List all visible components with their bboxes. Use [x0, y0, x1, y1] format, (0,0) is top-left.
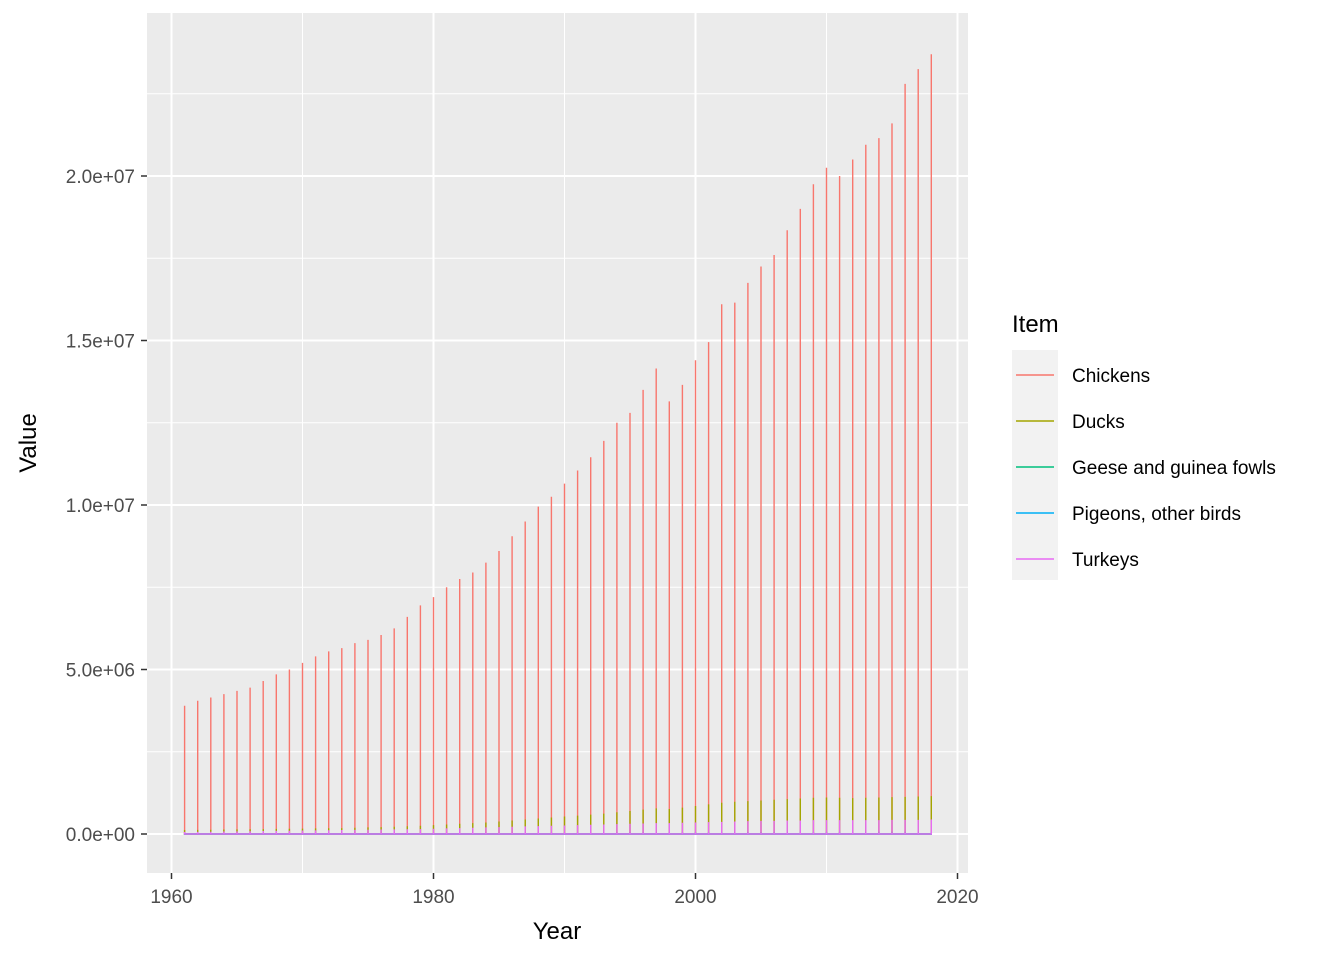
- x-axis-title: Year: [533, 918, 582, 945]
- y-tick-label: 5.0e+06: [66, 661, 135, 682]
- legend-label-pigeons-other-birds: Pigeons, other birds: [1072, 504, 1241, 525]
- legend-label-ducks: Ducks: [1072, 412, 1125, 433]
- legend-label-turkeys: Turkeys: [1072, 550, 1139, 571]
- x-tick-label: 1960: [150, 887, 192, 908]
- x-tick-label: 2000: [674, 887, 716, 908]
- y-tick-label: 2.0e+07: [66, 167, 135, 188]
- plot-panel: [147, 13, 968, 873]
- x-axis: 1960 1980 2000 2020: [150, 873, 979, 908]
- series-line-turkeys: [183, 819, 932, 835]
- y-axis: 0.0e+00 5.0e+06 1.0e+07 1.5e+07 2.0e+07: [66, 167, 147, 846]
- legend-title: Item: [1012, 311, 1059, 338]
- legend-items: Chickens Ducks Geese and guinea fowls Pigeo…: [1016, 366, 1276, 571]
- legend-key-background: [1012, 350, 1058, 580]
- x-tick-label: 2020: [936, 887, 978, 908]
- legend: Item Chickens Ducks Geese and guinea fowls…: [1012, 311, 1276, 580]
- legend-label-chickens: Chickens: [1072, 366, 1150, 387]
- y-tick-label: 0.0e+00: [66, 825, 135, 846]
- y-tick-label: 1.0e+07: [66, 496, 135, 517]
- y-axis-title: Value: [15, 413, 42, 473]
- legend-label-geese-and-guinea-fowls: Geese and guinea fowls: [1072, 458, 1276, 479]
- x-tick-label: 1980: [412, 887, 454, 908]
- y-tick-label: 1.5e+07: [66, 332, 135, 353]
- series-layer: [183, 54, 932, 835]
